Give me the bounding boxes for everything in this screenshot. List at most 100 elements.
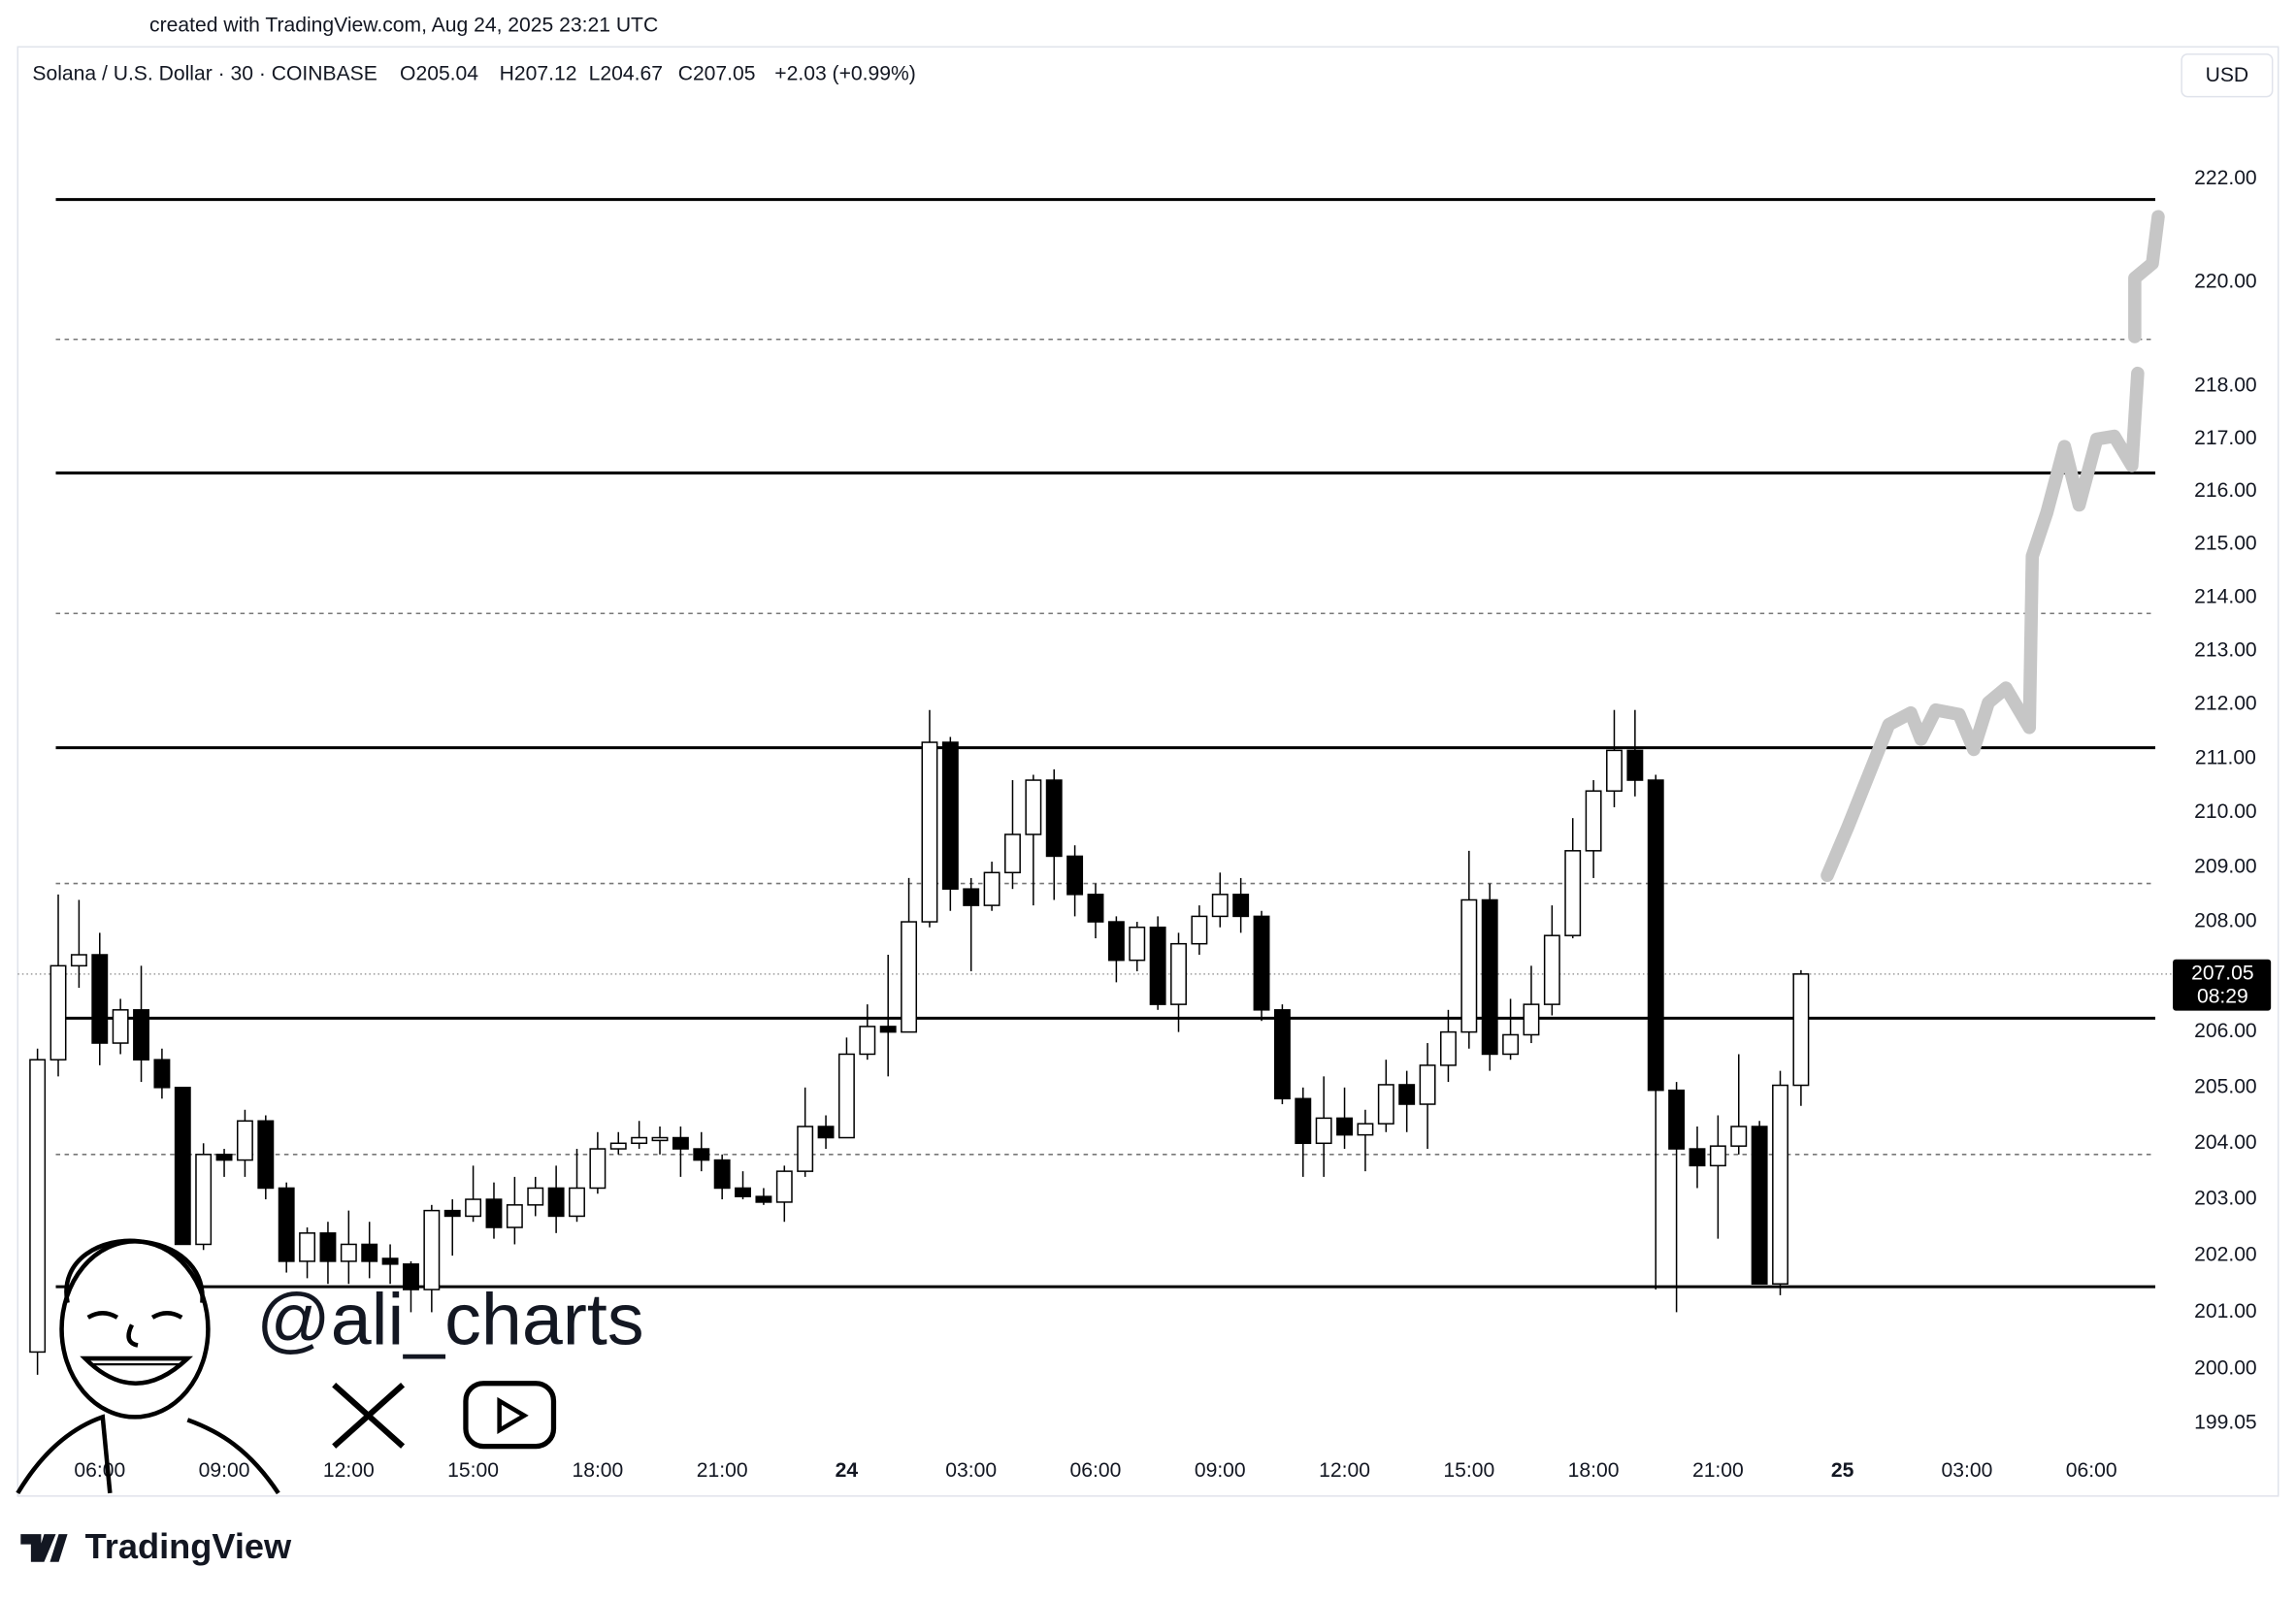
candle-body — [631, 1136, 648, 1145]
candle-body — [569, 1187, 585, 1218]
y-tick-label: 199.05 — [2194, 1412, 2257, 1434]
candle-body — [381, 1257, 399, 1265]
candle-body — [1149, 926, 1166, 1005]
legend-open: O205.04 — [400, 63, 478, 85]
candle-body — [506, 1204, 523, 1228]
last-price-label: 207.05 — [2191, 962, 2254, 984]
x-tick-label: 06:00 — [2066, 1459, 2117, 1482]
candle-body — [775, 1170, 793, 1203]
candle-body — [49, 964, 67, 1061]
candle-body — [672, 1136, 689, 1150]
x-tick-label: 03:00 — [945, 1459, 997, 1482]
candle-body — [153, 1059, 171, 1089]
candle-body — [1439, 1030, 1457, 1066]
candle-body — [70, 954, 87, 967]
y-tick-label: 215.00 — [2194, 533, 2257, 555]
created-note: created with TradingView.com, Aug 24, 20… — [149, 15, 658, 37]
candle-body — [1772, 1084, 1788, 1285]
candle-body — [319, 1232, 337, 1262]
candle-body — [1647, 779, 1664, 1092]
candle-body — [1315, 1117, 1332, 1145]
candle-body — [1398, 1084, 1416, 1105]
candle-body — [1295, 1097, 1312, 1145]
candle-body — [1481, 898, 1498, 1056]
candle-body — [443, 1209, 461, 1218]
candle-body — [1066, 855, 1084, 896]
candle-body — [1606, 749, 1623, 792]
candle-body — [901, 921, 918, 1033]
legend-close: C207.05 — [678, 63, 756, 85]
candle-body — [1523, 1003, 1540, 1036]
candle-body — [589, 1148, 607, 1190]
y-tick-label: 203.00 — [2194, 1188, 2257, 1210]
candle-body — [1792, 973, 1810, 1087]
candle-body — [340, 1243, 357, 1262]
y-tick-label: 200.00 — [2194, 1357, 2257, 1380]
candle-body — [547, 1187, 565, 1218]
candle-body — [963, 888, 980, 906]
legend-change: +2.03 (+0.99%) — [774, 63, 916, 85]
candle-body — [112, 1009, 129, 1044]
candle-body — [1377, 1084, 1394, 1125]
candle-body — [1025, 779, 1042, 835]
x-tick-label: 09:00 — [199, 1459, 250, 1482]
x-tick-label: 18:00 — [572, 1459, 623, 1482]
y-tick-label: 213.00 — [2194, 638, 2257, 661]
candle-body — [1253, 915, 1270, 1011]
candle-body — [1087, 894, 1104, 923]
x-tick-label: 21:00 — [1692, 1459, 1744, 1482]
youtube-logo[interactable] — [463, 1381, 557, 1450]
candle-body — [1273, 1009, 1291, 1100]
avatar-head — [59, 1239, 211, 1420]
candle-body — [1419, 1064, 1436, 1105]
y-tick-label: 209.00 — [2194, 855, 2257, 877]
candle-body — [527, 1187, 544, 1206]
candle-body — [91, 954, 109, 1044]
avatar-hair — [64, 1238, 205, 1304]
candle-body — [1107, 921, 1125, 962]
candle-body — [1668, 1089, 1686, 1150]
y-tick-label: 206.00 — [2194, 1020, 2257, 1042]
y-tick-label: 217.00 — [2194, 427, 2257, 449]
candle-body — [465, 1198, 482, 1218]
candle-body — [1502, 1033, 1520, 1056]
x-tick-label: 18:00 — [1568, 1459, 1620, 1482]
candle-body — [1460, 898, 1478, 1033]
currency-box[interactable] — [2181, 53, 2274, 98]
candle-body — [195, 1154, 213, 1246]
tv-logo-mark — [20, 1534, 68, 1562]
candle-body — [651, 1136, 669, 1142]
candle-body — [837, 1053, 855, 1139]
candle-body — [236, 1120, 253, 1161]
candle-body — [983, 871, 1000, 906]
x-tick-label: 03:00 — [1942, 1459, 1993, 1482]
candle-body — [859, 1026, 876, 1056]
candle-body — [485, 1198, 503, 1228]
candle-body — [29, 1059, 47, 1354]
x-logo[interactable] — [332, 1382, 406, 1449]
candle-body — [755, 1195, 772, 1203]
candle-body — [817, 1126, 835, 1139]
candle-body — [735, 1187, 751, 1197]
candle-body — [299, 1232, 316, 1262]
x-tick-label: 15:00 — [1443, 1459, 1494, 1482]
avatar-nose — [126, 1323, 139, 1348]
legend-high: H207.12 — [500, 63, 577, 85]
y-tick-label: 201.00 — [2194, 1300, 2257, 1322]
x-tick-label: 25 — [1831, 1459, 1854, 1482]
candle-body — [1585, 790, 1602, 852]
y-tick-label: 222.00 — [2194, 167, 2257, 189]
candle-body — [1689, 1148, 1706, 1167]
candle-body — [1191, 915, 1208, 945]
candle-body — [879, 1026, 897, 1033]
avatar-eyes — [86, 1311, 183, 1320]
candle-body — [1004, 833, 1021, 874]
plot-area: 222.00 220.00 218.00 217.00 216.00 215.00 214.… — [17, 167, 2272, 1482]
candle-body — [1211, 894, 1229, 918]
currency-label[interactable]: USD — [2206, 64, 2249, 86]
y-tick-label: 214.00 — [2194, 585, 2257, 607]
candle-body — [361, 1243, 378, 1262]
